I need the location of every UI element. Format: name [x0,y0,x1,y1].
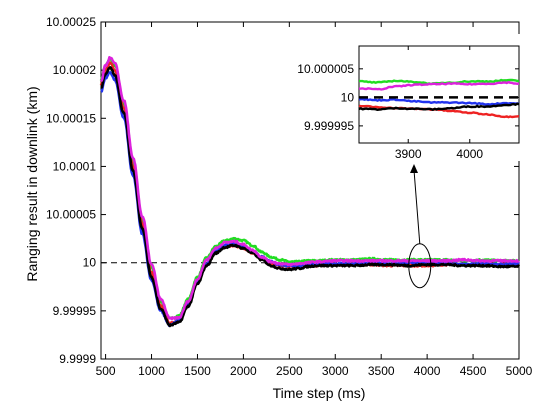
series-line-5 [99,56,520,321]
x-tick-label: 1500 [184,364,211,378]
y-tick-label: 10.00005 [46,208,96,222]
x-axis-label: Time step (ms) [273,385,366,401]
zoom-annotation [408,164,432,289]
y-tick-label: 10 [83,256,97,270]
y-tick-label: 9.9999 [59,352,96,366]
inset-x-tick-label: 4000 [456,147,483,161]
x-tick-label: 4000 [414,364,441,378]
main-plot: 500 1000 1500 2000 2500 3000 3500 4000 4500 5000 9… [46,15,533,378]
inset-y-tick-label: 9.999995 [304,119,354,133]
x-tick-label: 2500 [276,364,303,378]
plot-frame [100,21,520,360]
x-tick-label: 1000 [138,364,165,378]
inset-plot: 3900 4000 9.999995 10 10.000005 [289,34,527,161]
y-tick-label: 10.0001 [53,159,97,173]
zoom-arrow-shaft [413,169,421,244]
x-tick-label: 500 [96,364,116,378]
series-line-4 [100,66,521,328]
y-tick-label: 10.00015 [46,111,96,125]
inset-series-line-4 [358,102,520,111]
zoom-ellipse [408,243,432,289]
inset-series-line-5 [358,81,520,91]
x-tick-label: 3500 [368,364,395,378]
x-tick-label: 3000 [322,364,349,378]
inset-frame [358,45,520,144]
y-tick-label: 9.99995 [53,304,97,318]
inset-y-tick-label: 10 [341,90,355,104]
x-tick-label: 4500 [460,364,487,378]
inset-x-tick-label: 3900 [395,147,422,161]
inset-y-tick-label: 10.000005 [297,62,354,76]
y-tick-label: 10.0002 [53,63,97,77]
y-axis-label: Ranging result in downlink (km) [24,86,40,281]
x-tick-label: 2000 [230,364,257,378]
y-tick-label: 10.00025 [46,15,96,29]
inset-series-line-3 [358,97,520,106]
x-tick-label: 5000 [506,364,533,378]
zoom-arrow-head [410,164,418,173]
